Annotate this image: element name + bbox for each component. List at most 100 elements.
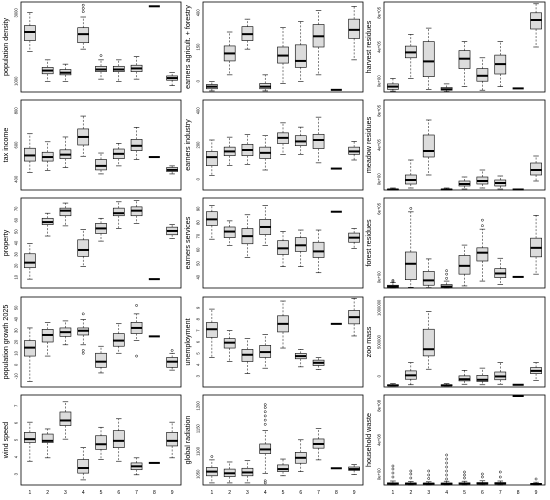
- y-tick-label: 1050: [196, 469, 201, 479]
- box-7: [494, 41, 507, 87]
- outlier-point: [135, 304, 138, 307]
- outlier-point: [481, 224, 484, 228]
- y-tick-label: 7: [196, 329, 201, 332]
- x-tick-label: 9: [353, 490, 356, 496]
- y-tick-label: 400: [14, 175, 19, 183]
- box-5: [458, 370, 471, 385]
- box-7: [130, 56, 143, 80]
- y-tick-label: 6: [14, 421, 19, 424]
- y-tick-label: 7: [14, 404, 19, 407]
- y-tick-label: 50: [196, 261, 201, 266]
- outlier-point: [481, 475, 484, 479]
- box-1: [387, 78, 399, 92]
- panel-frame: [202, 1, 364, 93]
- y-tick-label: 50: [14, 229, 19, 234]
- outlier-point: [463, 473, 466, 477]
- panel-6: meadow residues 0e+00 4e+05 8e+05: [364, 99, 546, 191]
- y-tick-label: 0: [377, 374, 382, 377]
- box-9: [348, 5, 360, 61]
- panel-3: harvest residues 0e+00 4e+05 8e+05: [364, 1, 546, 93]
- box-5: [95, 54, 107, 80]
- panel-frame: [20, 1, 182, 93]
- outlier-point: [534, 477, 538, 481]
- box-2: [41, 59, 54, 82]
- box-1: [206, 80, 218, 92]
- box-1: [24, 12, 36, 52]
- outlier-point: [170, 349, 174, 352]
- box-4: [77, 3, 90, 50]
- x-tick-label: 7: [135, 490, 138, 496]
- outlier-point: [445, 457, 448, 461]
- box-7: [494, 470, 507, 486]
- iqr-box: [476, 247, 489, 262]
- outlier-point: [263, 418, 267, 422]
- box-4: [440, 269, 453, 289]
- box-5: [458, 41, 471, 87]
- box-5: [95, 345, 107, 374]
- outlier-point: [498, 475, 502, 479]
- outlier-point: [263, 410, 267, 414]
- box-9: [166, 165, 178, 175]
- outlier-point: [427, 477, 431, 480]
- y-tick-label: 20: [14, 263, 19, 268]
- iqr-box: [24, 253, 36, 269]
- box-7: [494, 362, 507, 385]
- box-6: [112, 323, 125, 354]
- box-4: [77, 447, 90, 481]
- box-9: [348, 298, 360, 337]
- box-6: [112, 143, 125, 167]
- y-tick-label: 60: [196, 247, 201, 252]
- y-axis-label: earners services: [183, 216, 192, 269]
- box-2: [41, 212, 54, 237]
- box-4: [259, 74, 272, 92]
- box-3: [59, 401, 72, 440]
- box-1: [24, 133, 36, 173]
- panel-5: earners industry 0 200 400: [183, 99, 364, 191]
- y-tick-label: 1000000: [377, 299, 382, 316]
- panel-frame: [383, 197, 546, 289]
- box-6: [476, 169, 489, 189]
- y-tick-label: 10: [14, 274, 19, 279]
- y-tick-label: 80: [196, 219, 201, 224]
- box-2: [223, 136, 236, 167]
- y-tick-label: 3000: [14, 7, 19, 17]
- box-3: [59, 63, 72, 82]
- box-6: [476, 367, 489, 386]
- panel-14: global radiation 1050 1100 1150 1200 1 2 3 4 5 6 7 8…: [183, 394, 364, 496]
- outlier-point: [445, 461, 448, 465]
- outlier-point: [445, 272, 448, 276]
- x-tick-label: 1: [210, 490, 213, 496]
- x-tick-label: 8: [153, 490, 156, 496]
- y-tick-label: 20: [14, 339, 19, 344]
- box-4: [259, 334, 272, 369]
- outlier-point: [463, 476, 466, 480]
- y-tick-label: 6: [196, 340, 201, 343]
- box-3: [241, 133, 254, 165]
- y-tick-label: 500000: [377, 334, 382, 349]
- box-9: [530, 477, 542, 486]
- box-9: [530, 155, 542, 182]
- iqr-box: [59, 411, 72, 426]
- box-3: [422, 27, 435, 90]
- y-tick-label: 5: [196, 352, 201, 355]
- y-axis-label: meadow residues: [364, 116, 373, 173]
- box-9: [166, 224, 178, 239]
- iqr-box: [112, 207, 125, 217]
- box-7: [312, 116, 325, 164]
- box-5: [458, 244, 471, 287]
- box-9: [348, 228, 360, 249]
- x-tick-label: 3: [427, 490, 430, 496]
- box-4: [440, 187, 453, 191]
- box-3: [241, 214, 254, 258]
- iqr-box: [458, 255, 471, 275]
- iqr-box: [41, 433, 54, 443]
- y-tick-label: 3: [14, 472, 19, 475]
- y-tick-label: 1200: [196, 400, 201, 410]
- box-1: [387, 464, 399, 486]
- outlier-point: [481, 472, 484, 476]
- box-1: [24, 327, 36, 382]
- box-7: [130, 457, 143, 476]
- y-tick-label: 4e+05: [377, 40, 382, 52]
- y-axis-label: harvest residues: [364, 20, 373, 73]
